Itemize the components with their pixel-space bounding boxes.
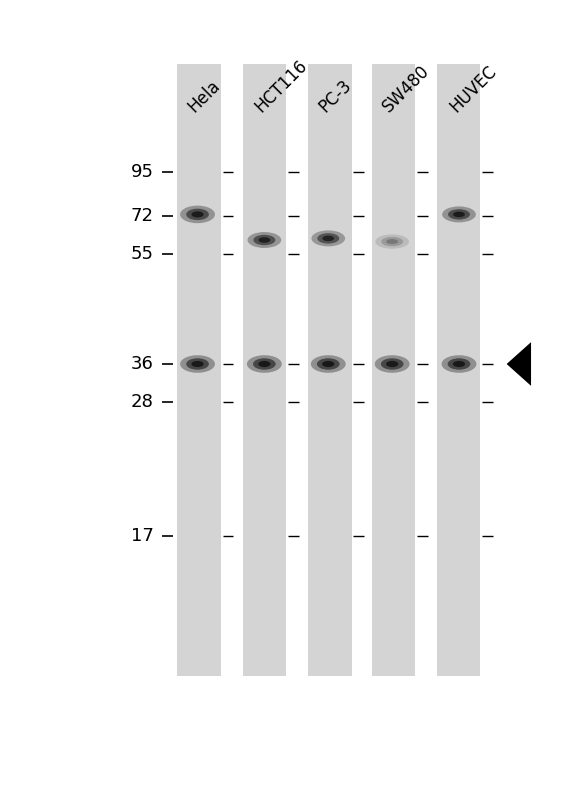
Text: HUVEC: HUVEC <box>446 62 500 116</box>
Ellipse shape <box>442 355 476 373</box>
Text: Hela: Hela <box>185 77 224 116</box>
Ellipse shape <box>311 355 346 373</box>
Ellipse shape <box>322 236 334 242</box>
Ellipse shape <box>247 355 282 373</box>
Ellipse shape <box>192 361 204 367</box>
Bar <box>437 64 480 676</box>
Ellipse shape <box>259 238 270 242</box>
Bar <box>372 64 415 676</box>
Text: PC-3: PC-3 <box>315 76 355 116</box>
Polygon shape <box>507 342 531 386</box>
Text: 55: 55 <box>131 246 154 263</box>
Ellipse shape <box>187 358 209 370</box>
Text: 17: 17 <box>131 527 154 545</box>
Ellipse shape <box>386 361 399 367</box>
Text: 95: 95 <box>131 163 154 181</box>
Ellipse shape <box>375 234 409 249</box>
Text: 72: 72 <box>131 207 154 225</box>
Ellipse shape <box>311 230 345 246</box>
Ellipse shape <box>322 361 335 367</box>
Ellipse shape <box>448 358 471 370</box>
Ellipse shape <box>381 237 403 246</box>
Ellipse shape <box>375 355 410 373</box>
Ellipse shape <box>253 358 276 370</box>
Ellipse shape <box>187 209 209 220</box>
Text: 36: 36 <box>131 355 154 373</box>
Text: HCT116: HCT116 <box>252 57 311 116</box>
Ellipse shape <box>381 358 403 370</box>
Ellipse shape <box>317 358 339 370</box>
Ellipse shape <box>448 209 470 219</box>
Ellipse shape <box>317 234 339 244</box>
Ellipse shape <box>442 206 476 222</box>
Bar <box>308 64 352 676</box>
Ellipse shape <box>453 361 465 367</box>
Text: 28: 28 <box>131 394 154 411</box>
Bar <box>243 64 286 676</box>
Bar <box>177 64 221 676</box>
Ellipse shape <box>248 232 281 248</box>
Ellipse shape <box>253 235 275 245</box>
Ellipse shape <box>180 355 215 373</box>
Ellipse shape <box>258 361 271 367</box>
Text: SW480: SW480 <box>379 62 433 116</box>
Ellipse shape <box>180 206 215 223</box>
Ellipse shape <box>453 211 465 217</box>
Ellipse shape <box>192 211 204 218</box>
Ellipse shape <box>386 239 398 244</box>
